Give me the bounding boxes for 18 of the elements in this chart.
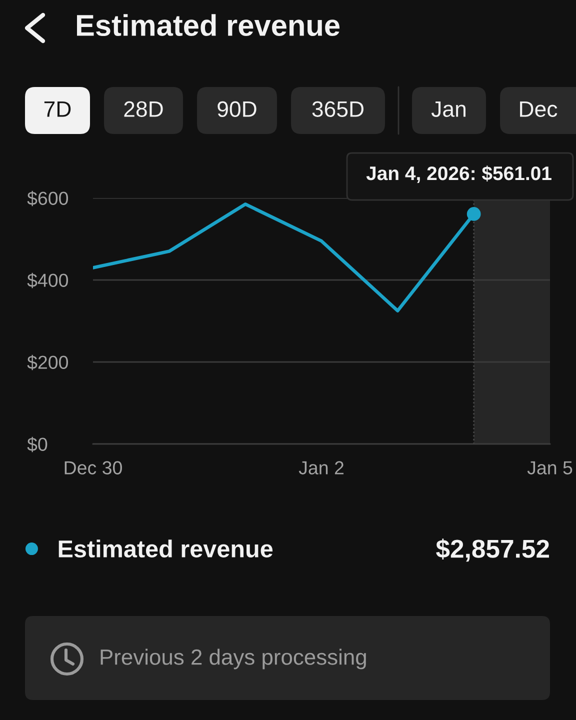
x-tick-label: Dec 30	[64, 461, 122, 474]
text: Jan	[431, 101, 466, 117]
x-tick-label: Jan 5	[527, 461, 572, 474]
text: 90D	[218, 101, 256, 117]
text: 7D	[44, 101, 71, 117]
text: Previous 2 days processing	[100, 648, 366, 670]
x-tick-label: Jan 2	[298, 461, 344, 474]
text: 28D	[124, 101, 163, 117]
chart-title: Estimated revenue	[76, 14, 340, 36]
text: Dec	[520, 101, 558, 117]
y-tick-label: $0	[27, 436, 48, 452]
y-tick-label: $400	[27, 272, 68, 288]
y-tick-label: $200	[27, 354, 68, 370]
y-tick-label: $600	[27, 190, 68, 206]
annotation: Jan 4, 2026: $561.01	[366, 166, 552, 184]
text: 365D	[312, 101, 364, 117]
legend-label: Estimated revenue	[58, 540, 273, 558]
text: $2,857.52	[436, 538, 549, 562]
